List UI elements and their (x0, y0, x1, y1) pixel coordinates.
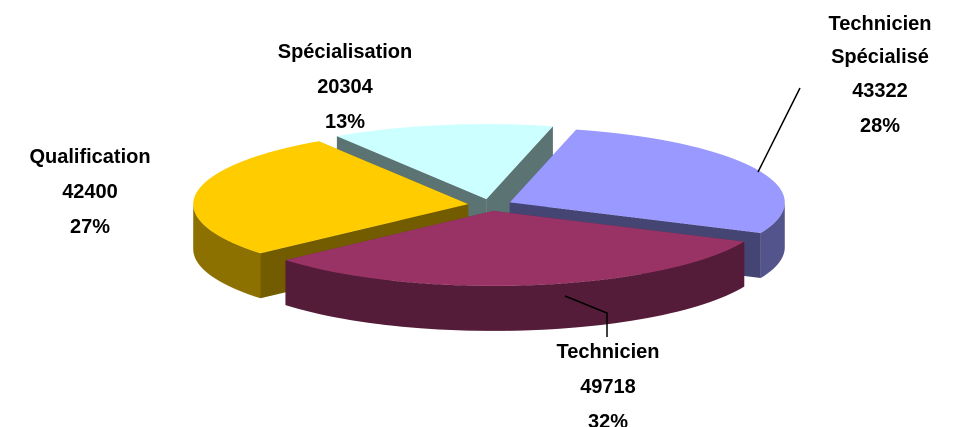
percent-label: 13% (324, 111, 366, 133)
percent-label: 28% (859, 115, 901, 137)
percent-label: 27% (69, 216, 111, 238)
value-label: 49718 (580, 376, 636, 398)
category-label: Technicien (556, 341, 660, 363)
slice (336, 124, 553, 200)
value-label: 42400 (62, 181, 118, 203)
slice (193, 141, 469, 254)
value-label: 20304 (317, 76, 373, 98)
category-label: Qualification (29, 146, 151, 168)
leader-line (564, 295, 608, 337)
leader-line (757, 87, 801, 173)
value-label: 43322 (852, 80, 908, 102)
slice (509, 129, 785, 234)
category-label: Spécialisation (277, 41, 413, 63)
label: Technicien Spécialisé 43322 28% (805, 8, 955, 144)
percent-label: 32% (587, 411, 629, 427)
slices (193, 124, 785, 331)
label: Spécialisation 20304 13% (278, 35, 413, 140)
slice-side (193, 204, 261, 299)
label: Qualification 42400 27% (29, 140, 150, 245)
slice (285, 210, 745, 286)
category-label: Technicien Spécialisé (828, 13, 932, 68)
slice-side (760, 202, 785, 279)
label: Technicien 49718 32% (557, 335, 660, 427)
slice-side (285, 241, 745, 331)
